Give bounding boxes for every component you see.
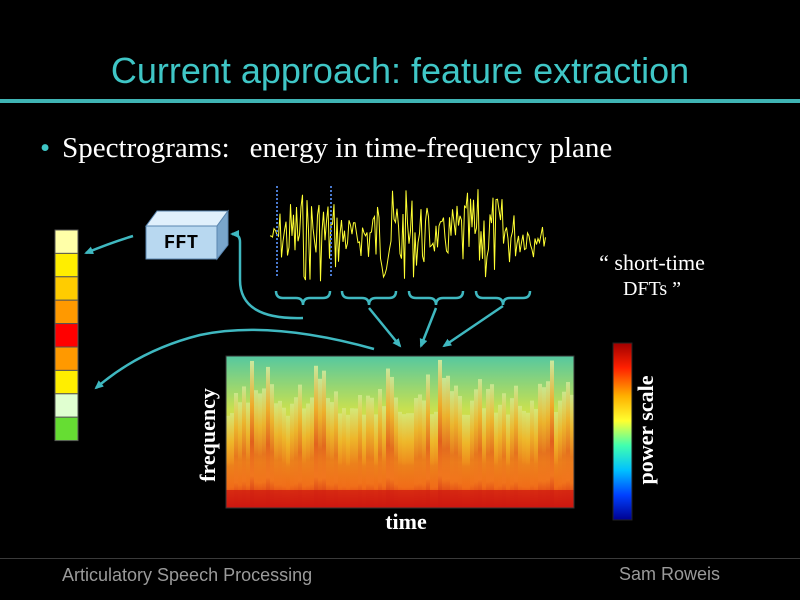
feature-vector (55, 230, 78, 441)
feature-cell (55, 417, 78, 440)
spectrogram-diagram: FFT “ short-time DFTs ” time frequency p… (0, 0, 800, 560)
spectrogram-image (226, 356, 574, 508)
footer-author: Sam Roweis (619, 564, 720, 585)
feature-cell (55, 230, 78, 253)
power-scale-label: power scale (633, 375, 658, 484)
time-axis-label: time (385, 509, 427, 534)
footer-course: Articulatory Speech Processing (62, 565, 312, 586)
feature-cell (55, 394, 78, 417)
fft-label: FFT (164, 232, 198, 254)
short-time-label-line1: “ short-time (599, 250, 705, 275)
window-braces (276, 291, 530, 305)
speech-waveform (270, 186, 546, 281)
feature-cell (55, 300, 78, 323)
feature-cell (55, 277, 78, 300)
short-time-label-line2: DFTs ” (623, 278, 681, 300)
feature-cell (55, 253, 78, 276)
fft-box: FFT (146, 211, 228, 259)
feature-cell (55, 347, 78, 370)
feature-cell (55, 324, 78, 347)
frequency-axis-label: frequency (195, 388, 220, 482)
feature-cell (55, 370, 78, 393)
footer-divider (0, 558, 800, 559)
power-scale-colorbar (613, 343, 632, 520)
